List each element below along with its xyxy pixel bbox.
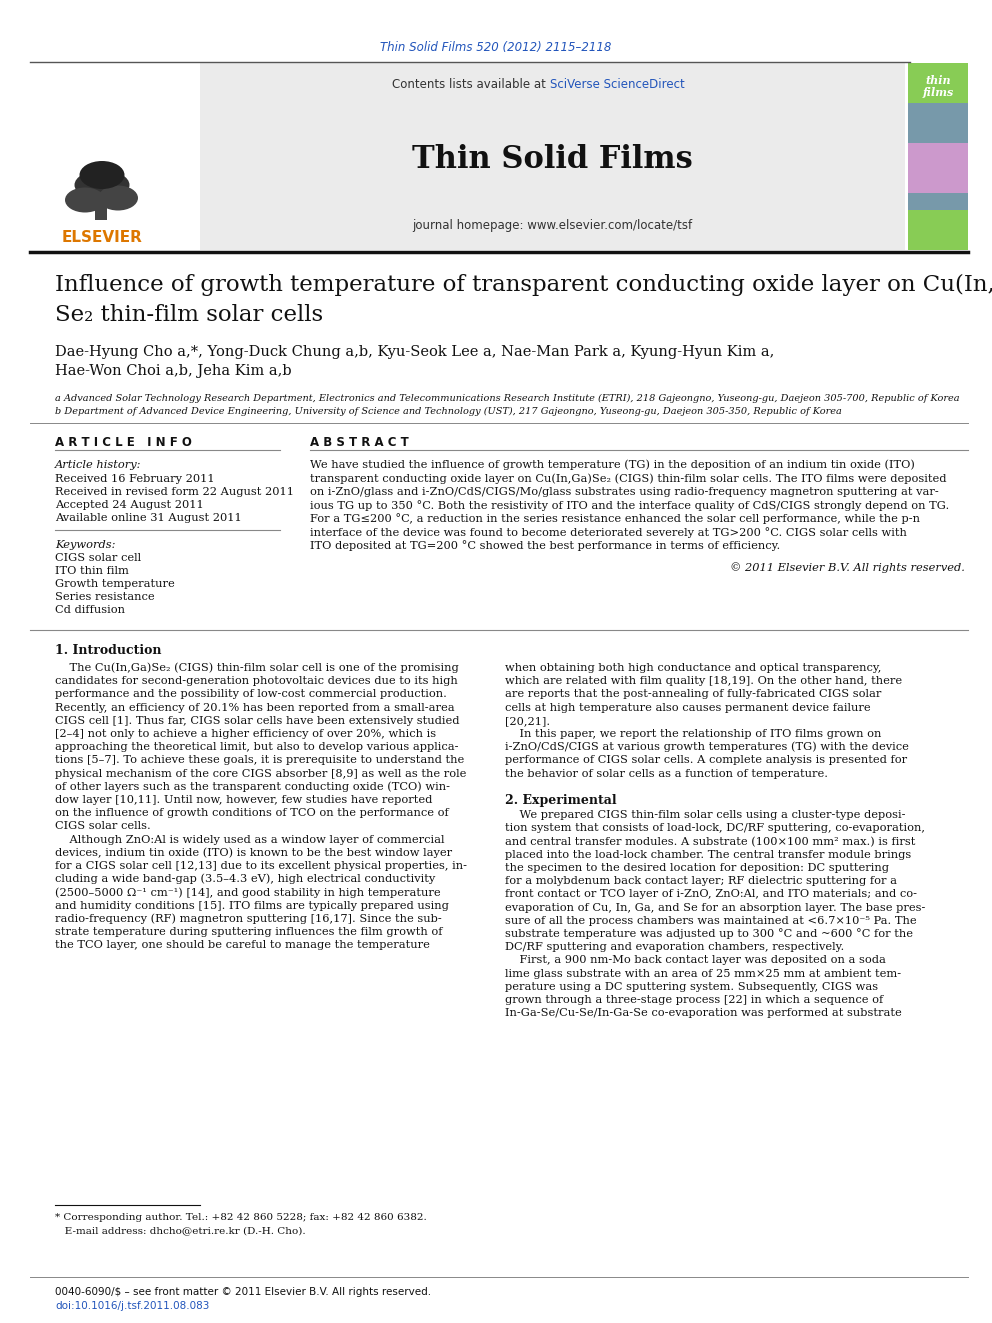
Text: grown through a three-stage process [22] in which a sequence of: grown through a three-stage process [22]… xyxy=(505,995,883,1005)
Bar xyxy=(908,210,968,250)
Text: interface of the device was found to become deteriorated severely at TG>200 °C. : interface of the device was found to bec… xyxy=(310,527,907,538)
Text: are reports that the post-annealing of fully-fabricated CIGS solar: are reports that the post-annealing of f… xyxy=(505,689,881,700)
Text: the TCO layer, one should be careful to manage the temperature: the TCO layer, one should be careful to … xyxy=(55,941,430,950)
Text: tions [5–7]. To achieve these goals, it is prerequisite to understand the: tions [5–7]. To achieve these goals, it … xyxy=(55,755,464,766)
Text: which are related with film quality [18,19]. On the other hand, there: which are related with film quality [18,… xyxy=(505,676,902,687)
Text: strate temperature during sputtering influences the film growth of: strate temperature during sputtering inf… xyxy=(55,927,442,937)
Text: Dae-Hyung Cho a,*, Yong-Duck Chung a,b, Kyu-Seok Lee a, Nae-Man Park a, Kyung-Hy: Dae-Hyung Cho a,*, Yong-Duck Chung a,b, … xyxy=(55,345,775,359)
Text: on i-ZnO/glass and i-ZnO/CdS/CIGS/Mo/glass substrates using radio-frequency magn: on i-ZnO/glass and i-ZnO/CdS/CIGS/Mo/gla… xyxy=(310,487,938,497)
Bar xyxy=(200,64,905,250)
Text: journal homepage: www.elsevier.com/locate/tsf: journal homepage: www.elsevier.com/locat… xyxy=(412,218,692,232)
Text: 0040-6090/$ – see front matter © 2011 Elsevier B.V. All rights reserved.: 0040-6090/$ – see front matter © 2011 El… xyxy=(55,1287,432,1297)
Text: Thin Solid Films 520 (2012) 2115–2118: Thin Solid Films 520 (2012) 2115–2118 xyxy=(380,41,612,54)
Text: © 2011 Elsevier B.V. All rights reserved.: © 2011 Elsevier B.V. All rights reserved… xyxy=(730,562,965,573)
Text: Hae-Won Choi a,b, Jeha Kim a,b: Hae-Won Choi a,b, Jeha Kim a,b xyxy=(55,364,292,378)
Text: Received 16 February 2011: Received 16 February 2011 xyxy=(55,474,214,484)
Text: cluding a wide band-gap (3.5–4.3 eV), high electrical conductivity: cluding a wide band-gap (3.5–4.3 eV), hi… xyxy=(55,875,435,885)
Text: devices, indium tin oxide (ITO) is known to be the best window layer: devices, indium tin oxide (ITO) is known… xyxy=(55,848,452,859)
Text: We have studied the influence of growth temperature (TG) in the deposition of an: We have studied the influence of growth … xyxy=(310,459,915,470)
Text: front contact or TCO layer of i-ZnO, ZnO:Al, and ITO materials; and co-: front contact or TCO layer of i-ZnO, ZnO… xyxy=(505,889,917,900)
Text: Article history:: Article history: xyxy=(55,460,142,470)
Text: the specimen to the desired location for deposition: DC sputtering: the specimen to the desired location for… xyxy=(505,863,889,873)
Bar xyxy=(908,143,968,193)
Text: * Corresponding author. Tel.: +82 42 860 5228; fax: +82 42 860 6382.: * Corresponding author. Tel.: +82 42 860… xyxy=(55,1213,427,1222)
Text: CIGS cell [1]. Thus far, CIGS solar cells have been extensively studied: CIGS cell [1]. Thus far, CIGS solar cell… xyxy=(55,716,459,726)
Text: when obtaining both high conductance and optical transparency,: when obtaining both high conductance and… xyxy=(505,663,881,673)
Text: Keywords:: Keywords: xyxy=(55,540,115,550)
Text: thin: thin xyxy=(926,74,950,86)
Text: performance of CIGS solar cells. A complete analysis is presented for: performance of CIGS solar cells. A compl… xyxy=(505,755,907,766)
Text: ITO thin film: ITO thin film xyxy=(55,566,129,576)
Text: doi:10.1016/j.tsf.2011.08.083: doi:10.1016/j.tsf.2011.08.083 xyxy=(55,1301,209,1311)
Text: approaching the theoretical limit, but also to develop various applica-: approaching the theoretical limit, but a… xyxy=(55,742,458,753)
Text: For a TG≤200 °C, a reduction in the series resistance enhanced the solar cell pe: For a TG≤200 °C, a reduction in the seri… xyxy=(310,513,920,524)
Text: b Department of Advanced Device Engineering, University of Science and Technolog: b Department of Advanced Device Engineer… xyxy=(55,406,842,415)
Ellipse shape xyxy=(79,161,125,189)
Text: In-Ga-Se/Cu-Se/In-Ga-Se co-evaporation was performed at substrate: In-Ga-Se/Cu-Se/In-Ga-Se co-evaporation w… xyxy=(505,1008,902,1019)
Text: Series resistance: Series resistance xyxy=(55,591,155,602)
Text: [20,21].: [20,21]. xyxy=(505,716,551,726)
Text: Available online 31 August 2011: Available online 31 August 2011 xyxy=(55,513,242,523)
Text: Accepted 24 August 2011: Accepted 24 August 2011 xyxy=(55,500,203,509)
Text: for a molybdenum back contact layer; RF dielectric sputtering for a: for a molybdenum back contact layer; RF … xyxy=(505,876,897,886)
Text: CIGS solar cells.: CIGS solar cells. xyxy=(55,822,151,831)
Text: ious TG up to 350 °C. Both the resistivity of ITO and the interface quality of C: ious TG up to 350 °C. Both the resistivi… xyxy=(310,500,949,511)
Text: Received in revised form 22 August 2011: Received in revised form 22 August 2011 xyxy=(55,487,294,497)
Text: 1. Introduction: 1. Introduction xyxy=(55,643,162,656)
Text: perature using a DC sputtering system. Subsequently, CIGS was: perature using a DC sputtering system. S… xyxy=(505,982,878,992)
Bar xyxy=(95,180,107,220)
Bar xyxy=(908,64,968,103)
Text: DC/RF sputtering and evaporation chambers, respectively.: DC/RF sputtering and evaporation chamber… xyxy=(505,942,844,953)
Text: sure of all the process chambers was maintained at <6.7×10⁻⁵ Pa. The: sure of all the process chambers was mai… xyxy=(505,916,917,926)
Text: Thin Solid Films: Thin Solid Films xyxy=(412,144,692,176)
Text: a Advanced Solar Technology Research Department, Electronics and Telecommunicati: a Advanced Solar Technology Research Dep… xyxy=(55,393,959,402)
Text: and central transfer modules. A substrate (100×100 mm² max.) is first: and central transfer modules. A substrat… xyxy=(505,836,916,847)
Text: placed into the load-lock chamber. The central transfer module brings: placed into the load-lock chamber. The c… xyxy=(505,849,912,860)
Text: Influence of growth temperature of transparent conducting oxide layer on Cu(In,G: Influence of growth temperature of trans… xyxy=(55,274,992,296)
Text: ITO deposited at TG=200 °C showed the best performance in terms of efficiency.: ITO deposited at TG=200 °C showed the be… xyxy=(310,541,781,552)
Text: i-ZnO/CdS/CIGS at various growth temperatures (TG) with the device: i-ZnO/CdS/CIGS at various growth tempera… xyxy=(505,742,909,753)
Bar xyxy=(908,64,968,250)
Text: on the influence of growth conditions of TCO on the performance of: on the influence of growth conditions of… xyxy=(55,808,448,818)
Text: radio-frequency (RF) magnetron sputtering [16,17]. Since the sub-: radio-frequency (RF) magnetron sputterin… xyxy=(55,913,441,923)
Text: of other layers such as the transparent conducting oxide (TCO) win-: of other layers such as the transparent … xyxy=(55,782,450,792)
Text: dow layer [10,11]. Until now, however, few studies have reported: dow layer [10,11]. Until now, however, f… xyxy=(55,795,433,804)
Text: transparent conducting oxide layer on Cu(In,Ga)Se₂ (CIGS) thin-film solar cells.: transparent conducting oxide layer on Cu… xyxy=(310,474,946,484)
Ellipse shape xyxy=(98,185,138,210)
Text: cells at high temperature also causes permanent device failure: cells at high temperature also causes pe… xyxy=(505,703,871,713)
Text: the behavior of solar cells as a function of temperature.: the behavior of solar cells as a functio… xyxy=(505,769,828,779)
Text: In this paper, we report the relationship of ITO films grown on: In this paper, we report the relationshi… xyxy=(505,729,881,740)
Text: Growth temperature: Growth temperature xyxy=(55,579,175,589)
Text: Cd diffusion: Cd diffusion xyxy=(55,605,125,615)
Text: Recently, an efficiency of 20.1% has been reported from a small-area: Recently, an efficiency of 20.1% has bee… xyxy=(55,703,454,713)
Text: ELSEVIER: ELSEVIER xyxy=(62,229,143,245)
Ellipse shape xyxy=(65,188,105,213)
Text: First, a 900 nm-Mo back contact layer was deposited on a soda: First, a 900 nm-Mo back contact layer wa… xyxy=(505,955,886,966)
Text: A B S T R A C T: A B S T R A C T xyxy=(310,437,409,450)
Bar xyxy=(30,64,200,250)
Text: Se₂ thin-film solar cells: Se₂ thin-film solar cells xyxy=(55,304,323,325)
Text: A R T I C L E   I N F O: A R T I C L E I N F O xyxy=(55,437,191,450)
Text: evaporation of Cu, In, Ga, and Se for an absorption layer. The base pres-: evaporation of Cu, In, Ga, and Se for an… xyxy=(505,902,926,913)
Text: films: films xyxy=(923,87,953,98)
Text: Although ZnO:Al is widely used as a window layer of commercial: Although ZnO:Al is widely used as a wind… xyxy=(55,835,444,844)
Text: [2–4] not only to achieve a higher efficiency of over 20%, which is: [2–4] not only to achieve a higher effic… xyxy=(55,729,436,740)
Text: (2500–5000 Ω⁻¹ cm⁻¹) [14], and good stability in high temperature: (2500–5000 Ω⁻¹ cm⁻¹) [14], and good stab… xyxy=(55,888,440,898)
Ellipse shape xyxy=(74,169,130,200)
Text: Contents lists available at: Contents lists available at xyxy=(393,78,550,91)
Text: physical mechanism of the core CIGS absorber [8,9] as well as the role: physical mechanism of the core CIGS abso… xyxy=(55,769,466,779)
Text: performance and the possibility of low-cost commercial production.: performance and the possibility of low-c… xyxy=(55,689,446,700)
Text: tion system that consists of load-lock, DC/RF sputtering, co-evaporation,: tion system that consists of load-lock, … xyxy=(505,823,925,833)
Text: for a CIGS solar cell [12,13] due to its excellent physical properties, in-: for a CIGS solar cell [12,13] due to its… xyxy=(55,861,467,871)
Text: We prepared CIGS thin-film solar cells using a cluster-type deposi-: We prepared CIGS thin-film solar cells u… xyxy=(505,810,906,820)
Text: The Cu(In,Ga)Se₂ (CIGS) thin-film solar cell is one of the promising: The Cu(In,Ga)Se₂ (CIGS) thin-film solar … xyxy=(55,663,458,673)
Text: CIGS solar cell: CIGS solar cell xyxy=(55,553,141,564)
Text: candidates for second-generation photovoltaic devices due to its high: candidates for second-generation photovo… xyxy=(55,676,457,687)
Text: lime glass substrate with an area of 25 mm×25 mm at ambient tem-: lime glass substrate with an area of 25 … xyxy=(505,968,901,979)
Text: substrate temperature was adjusted up to 300 °C and ~600 °C for the: substrate temperature was adjusted up to… xyxy=(505,929,913,939)
Text: SciVerse ScienceDirect: SciVerse ScienceDirect xyxy=(550,78,684,91)
Text: and humidity conditions [15]. ITO films are typically prepared using: and humidity conditions [15]. ITO films … xyxy=(55,901,448,910)
Text: 2. Experimental: 2. Experimental xyxy=(505,794,617,807)
Text: E-mail address: dhcho@etri.re.kr (D.-H. Cho).: E-mail address: dhcho@etri.re.kr (D.-H. … xyxy=(55,1226,306,1236)
